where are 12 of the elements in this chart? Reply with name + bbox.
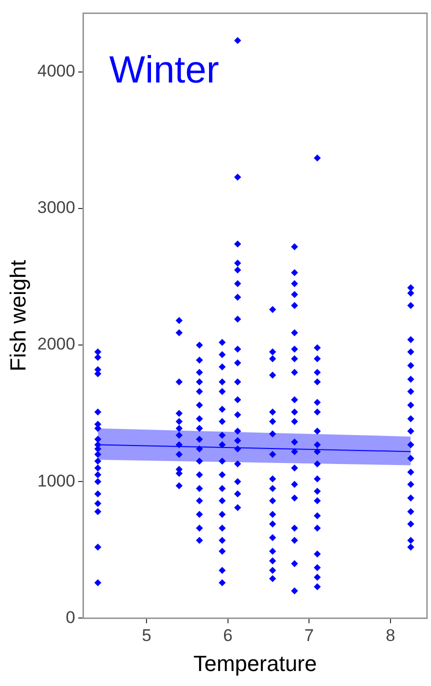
x-tick-label: 7 [304,626,314,646]
annotation: Winter [109,50,220,92]
y-tick-label: 0 [66,608,76,627]
y-tick-label: 4000 [37,62,76,81]
x-tick-label: 8 [386,626,396,646]
x-tick-label: 6 [223,626,233,646]
y-axis-title: Fish weight [5,260,30,372]
x-tick-label: 5 [142,626,152,646]
x-axis-title: Temperature [193,650,317,676]
y-tick-label: 1000 [37,471,76,490]
y-tick-label: 3000 [37,198,76,218]
y-tick-label: 2000 [37,334,76,354]
